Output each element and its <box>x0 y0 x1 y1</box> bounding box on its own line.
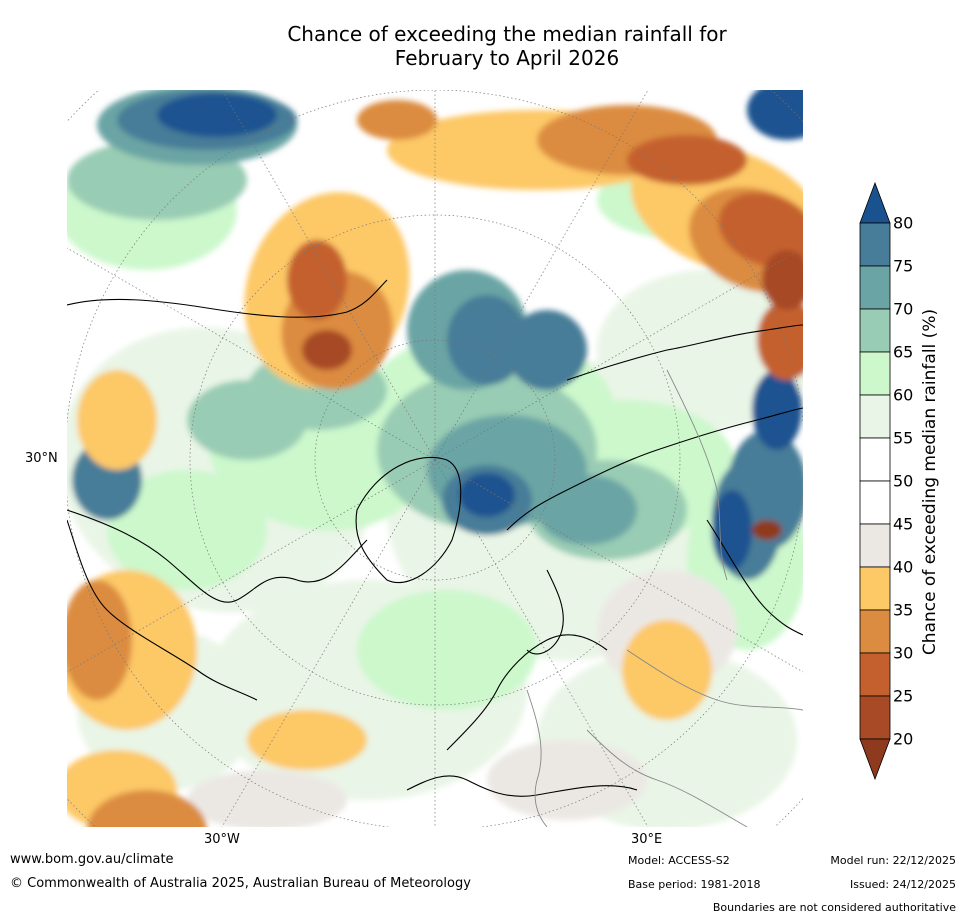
field-patch-60_65 <box>107 470 267 590</box>
meridian <box>434 459 803 673</box>
coastline-hudson <box>67 519 258 701</box>
field-patch-25_30 <box>757 300 803 380</box>
meridian <box>434 90 649 461</box>
colorbar-band-60_65 <box>859 351 891 396</box>
meridian <box>67 459 436 673</box>
colorbar-tick-70: 70 <box>893 299 914 319</box>
rainfall-probability-map[interactable] <box>67 90 803 827</box>
colorbar-band-65_70 <box>859 308 891 353</box>
field-patch-30_35 <box>87 790 207 827</box>
colorbar-extend-below-20 <box>859 738 891 781</box>
colorbar-tick-40: 40 <box>893 557 914 577</box>
colorbar-band-40_45 <box>859 523 891 568</box>
colorbar-tick-25: 25 <box>893 686 914 706</box>
colorbar-tick-65: 65 <box>893 342 914 362</box>
probability-fields <box>67 90 803 827</box>
colorbar-tick-80: 80 <box>893 213 914 233</box>
coastline-canada <box>67 509 368 603</box>
field-patch-30_35 <box>357 100 437 140</box>
title-line-2: February to April 2026 <box>394 46 620 70</box>
field-patch-above_80 <box>157 93 277 137</box>
coastline-greenland <box>355 456 462 584</box>
map-svg <box>67 90 803 827</box>
colorbar-tick-75: 75 <box>893 256 914 276</box>
model-run-date: Model run: 22/12/2025 <box>830 854 956 867</box>
coastline-asia <box>706 519 803 636</box>
colorbar-band-30_35 <box>859 609 891 654</box>
field-patch-35_40 <box>77 370 157 470</box>
coastline-novaya <box>526 569 564 655</box>
colorbar-tick-20: 20 <box>893 729 914 749</box>
colorbar-band-70_75 <box>859 265 891 310</box>
colorbar-tick-45: 45 <box>893 514 914 534</box>
issued-date: Issued: 24/12/2025 <box>849 878 956 891</box>
field-patch-60_65 <box>357 590 537 710</box>
colorbar-extend-above-80 <box>859 181 891 224</box>
field-patch-65_70 <box>187 380 307 460</box>
colorbar-band-20_25 <box>859 695 891 740</box>
field-patch-25_30 <box>287 240 347 320</box>
field-patch-20_25 <box>762 250 803 310</box>
boundary-russia-kazakhstan <box>626 649 803 711</box>
colorbar-tick-60: 60 <box>893 385 914 405</box>
colorbar-band-35_40 <box>859 566 891 611</box>
field-patch-above_80 <box>747 90 803 140</box>
field-patch-40_45 <box>187 770 347 827</box>
title-line-1: Chance of exceeding the median rainfall … <box>287 22 727 46</box>
boundary-eastern-europe <box>526 689 548 827</box>
field-patch-above_80 <box>712 490 752 570</box>
field-patch-20_25 <box>302 330 352 370</box>
boundaries-disclaimer: Boundaries are not considered authoritat… <box>712 901 956 914</box>
coastline-europe <box>406 775 638 797</box>
website-link[interactable]: www.bom.gov.au/climate <box>10 852 174 867</box>
colorbar-band-55_60 <box>859 394 891 439</box>
field-patch-25_30 <box>718 192 803 268</box>
field-patch-below_20 <box>752 520 782 540</box>
field-patch-75_80 <box>507 310 587 390</box>
coastline-alaska-north <box>67 279 388 318</box>
colorbar-tick-35: 35 <box>893 600 914 620</box>
coastline-scandinavia <box>446 634 608 751</box>
colorbar <box>859 181 891 781</box>
field-patch-above_80 <box>752 370 802 450</box>
boundary-russia-china <box>666 369 728 581</box>
field-patch-25_30 <box>627 135 747 185</box>
longitude-label-30e: 30°E <box>631 832 663 847</box>
field-patch-70_75 <box>537 475 637 545</box>
latitude-label-30n: 30°N <box>25 451 58 466</box>
field-patch-35_40 <box>247 710 367 770</box>
field-patch-35_40 <box>622 620 712 720</box>
boundary-central-asia <box>586 729 748 827</box>
colorbar-band-50_55 <box>859 437 891 482</box>
copyright-text: © Commonwealth of Australia 2025, Austra… <box>10 876 471 891</box>
colorbar-title-text: Chance of exceeding median rainfall (%) <box>920 308 940 656</box>
field-patch-55_60 <box>597 270 803 430</box>
field-patch-30_35 <box>67 580 132 700</box>
colorbar-band-25_30 <box>859 652 891 697</box>
meridian-30w <box>221 459 436 827</box>
colorbar-tick-50: 50 <box>893 471 914 491</box>
country-boundaries <box>526 369 803 827</box>
base-period: Base period: 1981-2018 <box>628 878 761 891</box>
field-patch-75_80 <box>447 295 527 385</box>
coastline-siberia <box>506 407 803 531</box>
chart-title: Chance of exceeding the median rainfall … <box>0 22 965 70</box>
colorbar-tick-55: 55 <box>893 428 914 448</box>
meridian <box>67 247 436 461</box>
coastline-east-siberia <box>566 324 803 381</box>
colorbar-band-75_80 <box>859 222 891 267</box>
meridian <box>221 90 436 461</box>
field-patch-40_45 <box>487 740 647 820</box>
colorbar-tick-30: 30 <box>893 643 914 663</box>
meridian <box>434 247 803 461</box>
colorbar-band-45_50 <box>859 480 891 525</box>
longitude-label-30w: 30°W <box>204 832 240 847</box>
field-patch-above_80 <box>459 473 515 517</box>
coastlines <box>67 279 803 797</box>
model-name: Model: ACCESS-S2 <box>628 854 730 867</box>
